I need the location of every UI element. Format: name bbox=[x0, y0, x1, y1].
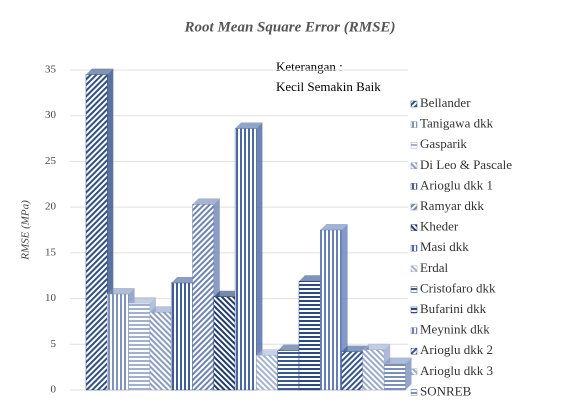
legend-swatch bbox=[410, 203, 418, 211]
bar bbox=[192, 204, 215, 391]
y-tick-label: 25 bbox=[45, 155, 57, 167]
bar bbox=[362, 349, 385, 391]
bar bbox=[298, 280, 321, 391]
bar-top bbox=[256, 349, 284, 356]
bar-top bbox=[235, 122, 263, 129]
bar-top bbox=[277, 344, 305, 351]
legend-label: Arioglu dkk 3 bbox=[420, 363, 493, 378]
bar bbox=[341, 351, 364, 391]
bar-top bbox=[341, 345, 369, 352]
bar bbox=[213, 296, 236, 391]
legend-label: SONREB bbox=[420, 383, 472, 398]
legend-swatch bbox=[410, 141, 418, 149]
y-tick-label: 5 bbox=[51, 338, 57, 350]
bar-side bbox=[405, 357, 412, 390]
legend-swatch bbox=[410, 265, 418, 273]
bar-side bbox=[256, 122, 263, 390]
legend-label: Gasparik bbox=[420, 136, 467, 151]
bar-top bbox=[320, 224, 348, 230]
legend-label: Di Leo & Pascale bbox=[420, 157, 512, 172]
legend-swatch bbox=[410, 224, 418, 231]
legend-label: Tanigawa dkk bbox=[420, 116, 494, 131]
y-tick-label: 10 bbox=[45, 292, 57, 304]
bar bbox=[234, 128, 257, 391]
bar bbox=[85, 74, 108, 391]
bar bbox=[170, 282, 193, 391]
bar bbox=[128, 302, 151, 391]
legend-swatch bbox=[410, 368, 418, 376]
legend-label: Arioglu dkk 2 bbox=[420, 342, 493, 357]
legend-label: Cristofaro dkk bbox=[420, 280, 496, 295]
bar-top bbox=[192, 198, 220, 205]
bar-top bbox=[384, 357, 412, 364]
legend-label: Masi dkk bbox=[420, 239, 469, 254]
bar-top bbox=[299, 275, 327, 282]
legend-label: Arioglu dkk 1 bbox=[420, 177, 493, 192]
legend-swatch bbox=[410, 183, 418, 190]
legend-swatch bbox=[410, 100, 418, 108]
bar bbox=[383, 363, 406, 391]
bar-top bbox=[171, 277, 199, 284]
legend-swatch bbox=[410, 389, 418, 396]
bar bbox=[107, 293, 129, 391]
bar-top bbox=[107, 288, 135, 294]
bar bbox=[320, 229, 342, 391]
y-axis-label: RMSE (MPa) bbox=[20, 200, 32, 261]
legend-swatch bbox=[410, 286, 418, 293]
legend-swatch bbox=[410, 244, 418, 252]
y-tick-label: 0 bbox=[51, 384, 57, 396]
y-tick-label: 15 bbox=[45, 246, 57, 258]
annotation: Kecil Semakin Baik bbox=[276, 79, 381, 94]
bar-top bbox=[149, 306, 178, 313]
legend-label: Bufarini dkk bbox=[420, 301, 487, 316]
y-tick-label: 20 bbox=[45, 201, 57, 213]
legend-label: Erdal bbox=[420, 260, 449, 275]
legend-label: Kheder bbox=[420, 219, 459, 234]
bar bbox=[256, 355, 278, 391]
legend-swatch bbox=[410, 121, 418, 128]
annotation: Keterangan : bbox=[276, 59, 343, 74]
legend-label: Meynink dkk bbox=[420, 322, 490, 337]
y-tick-label: 30 bbox=[45, 109, 57, 121]
bar-top bbox=[128, 297, 156, 304]
legend-label: Ramyar dkk bbox=[420, 198, 484, 213]
bar-top bbox=[213, 290, 242, 297]
bar bbox=[277, 350, 300, 391]
y-tick-label: 35 bbox=[45, 64, 57, 76]
legend-swatch bbox=[410, 347, 418, 355]
bar bbox=[149, 312, 172, 391]
legend-label: Bellander bbox=[420, 95, 471, 110]
legend-swatch bbox=[410, 306, 418, 314]
chart-title: Root Mean Square Error (RMSE) bbox=[184, 19, 396, 35]
legend-swatch bbox=[410, 162, 418, 170]
bar-top bbox=[362, 343, 391, 350]
bar-top bbox=[86, 68, 114, 75]
legend-swatch bbox=[410, 327, 418, 334]
